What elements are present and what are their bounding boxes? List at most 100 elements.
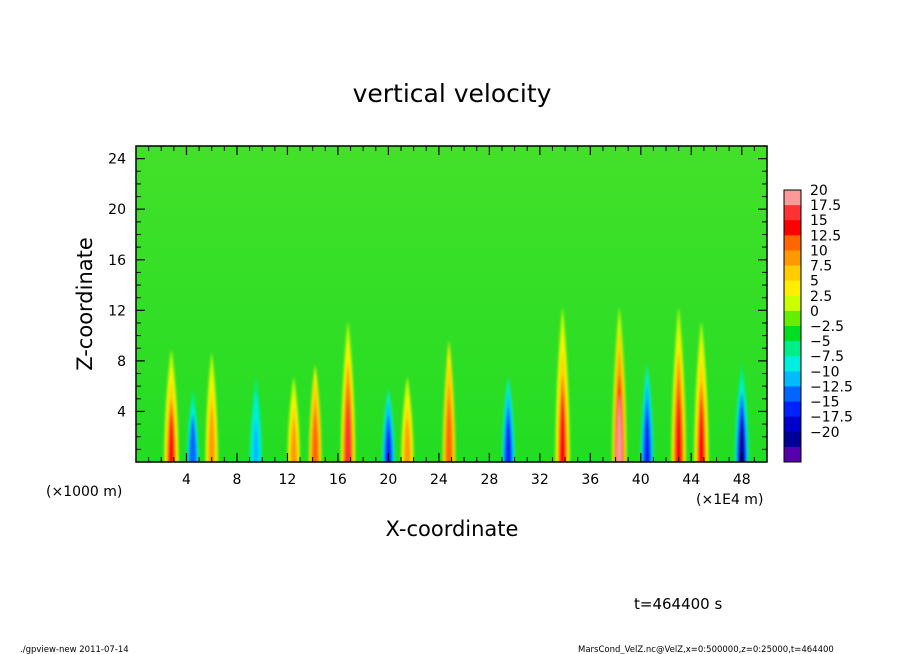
plume-level: [404, 417, 411, 462]
colorbar-swatch: [784, 386, 801, 403]
y-tick-label: 8: [117, 354, 126, 370]
colorbar-swatch: [784, 295, 801, 312]
x-tick-label: 40: [632, 472, 650, 488]
x-tick-label: 16: [329, 472, 347, 488]
velocity-plume: [612, 306, 627, 462]
time-label: t=464400 s: [634, 595, 722, 613]
y-ticks: 4 8 12 16 20 24: [108, 152, 767, 450]
y-tick-label: 20: [108, 202, 126, 218]
x-tick-label: 20: [379, 472, 397, 488]
colorbar-label: 10: [810, 243, 828, 259]
plume-level: [505, 417, 512, 462]
colorbar-label: 0: [810, 304, 819, 320]
colorbar-label: 17.5: [810, 198, 841, 214]
velocity-plume: [401, 376, 414, 462]
velocity-plume: [640, 364, 654, 462]
colorbar-label: −12.5: [810, 379, 853, 395]
colorbar-swatch: [784, 431, 801, 448]
colorbar-label: 5: [810, 274, 819, 290]
plume-level: [290, 417, 297, 462]
velocity-plume: [734, 363, 750, 462]
plume-level: [675, 392, 682, 462]
plume-level: [616, 392, 623, 462]
plume-level: [698, 398, 705, 462]
colorbar-swatch: [784, 356, 801, 372]
colorbar-label: −7.5: [810, 349, 844, 365]
plume-level: [446, 398, 452, 462]
x-tick-label: 36: [581, 472, 599, 488]
y-tick-label: 16: [108, 253, 126, 269]
colorbar-swatch: [784, 235, 801, 251]
y-tick-label: 24: [108, 152, 126, 168]
colorbar-swatch: [784, 220, 801, 236]
colorbar-label: −10: [810, 364, 840, 380]
plume-level: [644, 411, 651, 462]
velocity-plume: [205, 352, 218, 462]
colorbar-label: 12.5: [810, 228, 841, 244]
velocity-plume: [308, 364, 322, 462]
velocity-plume: [502, 376, 515, 462]
colorbar-label: −2.5: [810, 319, 844, 335]
x-tick-label: 32: [531, 472, 549, 488]
velocity-plume: [340, 321, 356, 462]
colorbar-swatch: [784, 446, 801, 463]
plume-level: [738, 417, 745, 462]
colorbar-swatch: [784, 280, 801, 297]
chart-title: vertical velocity: [353, 79, 552, 108]
colorbar-label: −17.5: [810, 410, 853, 426]
footer-right: MarsCond_VelZ.nc@VelZ,x=0:500000,z=0:250…: [578, 645, 834, 654]
colorbar-swatch: [784, 371, 801, 387]
plume-level: [345, 398, 351, 462]
velocity-plume: [249, 376, 263, 462]
velocity-plume: [555, 306, 570, 462]
x-tick-label: 4: [182, 472, 191, 488]
x-unit-right: (×1E4 m): [696, 492, 763, 508]
colorbar-label: −20: [810, 425, 840, 441]
colorbar-swatch: [784, 190, 801, 206]
plume-level: [168, 411, 175, 462]
y-tick-label: 12: [108, 303, 126, 319]
plume-level: [385, 424, 392, 462]
colorbar-label: 20: [810, 183, 828, 199]
colorbar-swatch: [784, 265, 801, 282]
velocity-plume: [442, 340, 456, 462]
colorbar-label: −15: [810, 395, 840, 411]
footer-left: ./gpview-new 2011-07-14: [20, 645, 129, 654]
velocity-plume: [287, 376, 300, 462]
colorbar-frame: [783, 189, 802, 463]
velocity-plume: [671, 306, 686, 462]
colorbar-swatch: [784, 205, 801, 221]
x-tick-label: 24: [430, 472, 448, 488]
y-tick-label: 4: [117, 404, 126, 420]
y-axis-label: Z-coordinate: [73, 237, 97, 371]
colorbar-swatch: [784, 310, 801, 327]
x-tick-label: 48: [733, 472, 751, 488]
plume-level: [312, 411, 319, 462]
x-tick-label: 44: [682, 472, 700, 488]
x-unit-left: (×1000 m): [46, 484, 122, 500]
colorbar-label: 2.5: [810, 289, 832, 305]
colorbar-label: −5: [810, 334, 831, 350]
colorbar-label: 7.5: [810, 259, 832, 275]
x-tick-label: 12: [279, 472, 297, 488]
x-axis-label: X-coordinate: [386, 517, 519, 541]
plume-level: [252, 417, 259, 462]
colorbar-swatch: [784, 326, 801, 342]
plume-level: [208, 405, 215, 462]
colorbar-swatch: [784, 401, 801, 418]
colorbar-label: 15: [810, 213, 828, 229]
x-tick-label: 28: [480, 472, 498, 488]
colorbar-swatch: [784, 341, 801, 357]
velocity-plume: [694, 321, 709, 462]
x-tick-label: 8: [232, 472, 241, 488]
colorbar-swatch: [784, 416, 801, 433]
field-layer: [164, 306, 750, 462]
colorbar-swatch: [784, 250, 801, 267]
velocity-plume: [382, 388, 395, 462]
colorbar: 2017.51512.5107.552.50−2.5−5−7.5−10−12.5…: [783, 183, 853, 463]
velocity-plume: [164, 349, 179, 462]
x-ticks: 4 8 12 16 20 24 28 32 36 40 44 48: [148, 146, 755, 488]
plume-level: [189, 424, 196, 462]
